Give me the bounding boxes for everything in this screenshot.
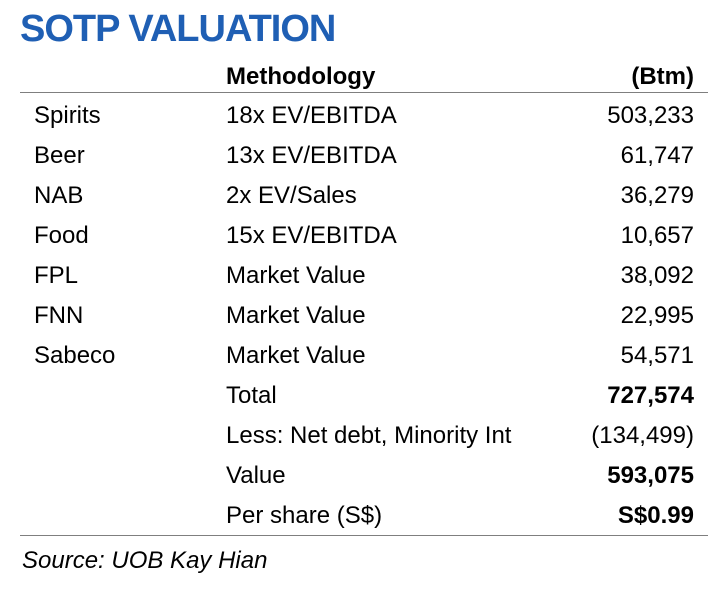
segment-cell: Food	[34, 222, 89, 249]
segment-cell: Sabeco	[34, 342, 116, 369]
column-header-unit: (Btm)	[631, 63, 694, 90]
methodology-cell: Market Value	[226, 302, 366, 329]
methodology-cell: Less: Net debt, Minority Int	[226, 422, 512, 449]
table-row-per-share: Per share (S$) S$0.99	[0, 498, 722, 538]
segment-cell: NAB	[34, 182, 84, 209]
methodology-cell: 2x EV/Sales	[226, 182, 357, 209]
table-bottom-divider	[20, 535, 708, 536]
methodology-cell: Per share (S$)	[226, 502, 383, 529]
segment-cell: FNN	[34, 302, 84, 329]
value-cell: 38,092	[620, 262, 694, 289]
value-cell: 10,657	[620, 222, 694, 249]
table-row: FPL Market Value 38,092	[0, 258, 722, 298]
methodology-cell: 18x EV/EBITDA	[226, 102, 397, 129]
methodology-cell: Market Value	[226, 262, 366, 289]
value-cell: 503,233	[607, 102, 694, 129]
methodology-cell: 13x EV/EBITDA	[226, 142, 397, 169]
methodology-cell: Value	[226, 462, 286, 489]
table-row: NAB 2x EV/Sales 36,279	[0, 178, 722, 218]
value-cell: 36,279	[620, 182, 694, 209]
table-row-total: Total 727,574	[0, 378, 722, 418]
table-row: Spirits 18x EV/EBITDA 503,233	[0, 98, 722, 138]
table-row: Food 15x EV/EBITDA 10,657	[0, 218, 722, 258]
segment-cell: FPL	[34, 262, 79, 289]
segment-cell: Beer	[34, 142, 85, 169]
value-cell: 593,075	[607, 462, 694, 489]
value-cell: 54,571	[620, 342, 694, 369]
table-title: SOTP VALUATION	[20, 8, 336, 50]
value-cell: S$0.99	[617, 502, 694, 529]
methodology-cell: Market Value	[226, 342, 366, 369]
table-row-adjustment: Less: Net debt, Minority Int (134,499)	[0, 418, 722, 458]
table-row: Beer 13x EV/EBITDA 61,747	[0, 138, 722, 178]
value-cell: 22,995	[620, 302, 694, 329]
value-cell: (134,499)	[591, 422, 694, 449]
table-row-value: Value 593,075	[0, 458, 722, 498]
value-cell: 727,574	[607, 382, 694, 409]
header-divider	[20, 92, 708, 93]
source-note: Source: UOB Kay Hian	[22, 547, 268, 574]
value-cell: 61,747	[620, 142, 694, 169]
column-header-methodology: Methodology	[226, 63, 376, 90]
segment-cell: Spirits	[34, 102, 101, 129]
valuation-table: Spirits 18x EV/EBITDA 503,233 Beer 13x E…	[0, 98, 722, 538]
table-row: Sabeco Market Value 54,571	[0, 338, 722, 378]
methodology-cell: 15x EV/EBITDA	[226, 222, 397, 249]
table-row: FNN Market Value 22,995	[0, 298, 722, 338]
methodology-cell: Total	[226, 382, 277, 409]
